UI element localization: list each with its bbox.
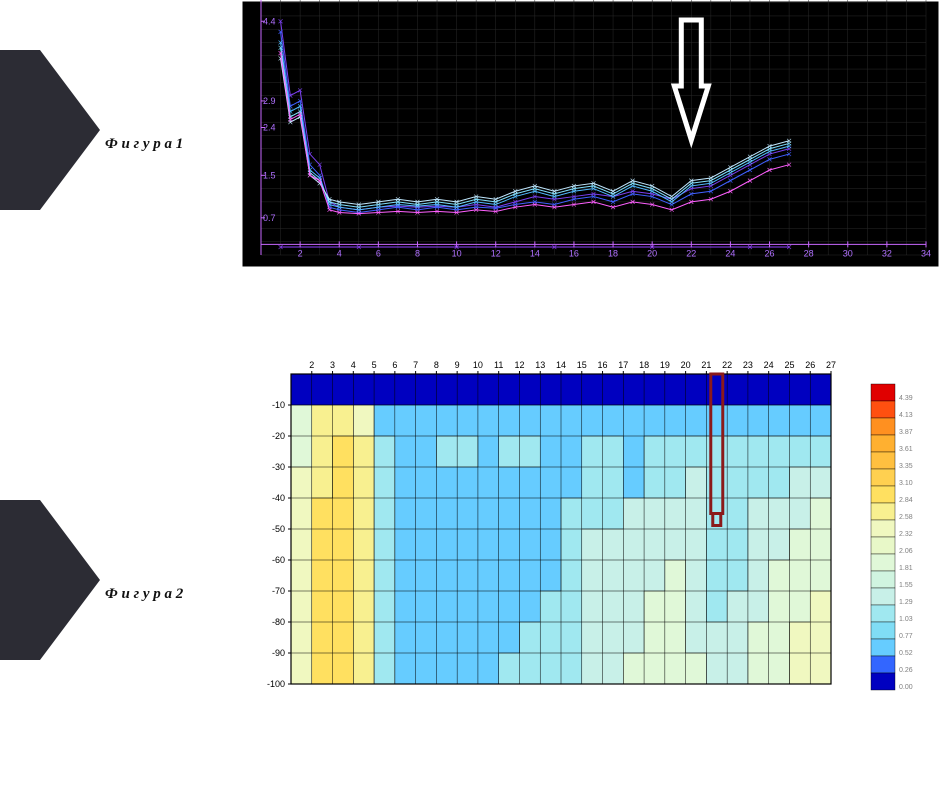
svg-text:16: 16 (569, 248, 579, 258)
svg-text:24: 24 (764, 360, 774, 370)
svg-text:1.81: 1.81 (899, 565, 913, 572)
svg-text:24: 24 (725, 248, 735, 258)
svg-text:14: 14 (530, 248, 540, 258)
svg-text:11: 11 (494, 360, 503, 370)
svg-text:17: 17 (618, 360, 628, 370)
svg-text:7: 7 (413, 360, 418, 370)
svg-text:-50: -50 (272, 524, 285, 534)
svg-text:3.35: 3.35 (899, 463, 913, 470)
svg-text:14: 14 (556, 360, 566, 370)
svg-text:12: 12 (514, 360, 524, 370)
svg-text:6: 6 (392, 360, 397, 370)
svg-text:26: 26 (805, 360, 815, 370)
svg-text:-100: -100 (267, 679, 285, 689)
svg-text:26: 26 (765, 248, 775, 258)
svg-text:20: 20 (647, 248, 657, 258)
svg-text:3.87: 3.87 (899, 429, 913, 436)
svg-text:4: 4 (351, 360, 356, 370)
svg-text:21: 21 (701, 360, 711, 370)
fig1-label: Ф и г у р а 1 (105, 136, 183, 153)
fig2-chart: 2345678910111213141516171819202122232425… (241, 354, 940, 709)
svg-text:2.32: 2.32 (899, 531, 913, 538)
svg-text:22: 22 (686, 248, 696, 258)
fig1-chart: 2468101214161820222426283032340.71.52.42… (241, 0, 940, 268)
svg-text:2.84: 2.84 (899, 497, 913, 504)
svg-text:23: 23 (743, 360, 753, 370)
svg-text:2.4: 2.4 (263, 123, 276, 133)
page: Ф и г у р а 1 Ф и г у р а 2 246810121416… (0, 0, 940, 788)
svg-text:2.06: 2.06 (899, 548, 913, 555)
svg-text:-40: -40 (272, 493, 285, 503)
svg-text:0.7: 0.7 (263, 213, 276, 223)
svg-text:22: 22 (722, 360, 732, 370)
svg-text:1.55: 1.55 (899, 582, 913, 589)
svg-text:0.77: 0.77 (899, 633, 913, 640)
svg-text:30: 30 (843, 248, 853, 258)
svg-text:18: 18 (608, 248, 618, 258)
svg-text:20: 20 (681, 360, 691, 370)
svg-text:18: 18 (639, 360, 649, 370)
svg-text:3.10: 3.10 (899, 480, 913, 487)
svg-text:9: 9 (455, 360, 460, 370)
svg-text:10: 10 (473, 360, 483, 370)
svg-text:2.9: 2.9 (263, 96, 276, 106)
svg-text:2: 2 (298, 248, 303, 258)
fig2-label: Ф и г у р а 2 (105, 586, 183, 603)
svg-text:13: 13 (535, 360, 545, 370)
svg-text:2: 2 (309, 360, 314, 370)
svg-text:1.29: 1.29 (899, 599, 913, 606)
svg-text:5: 5 (372, 360, 377, 370)
svg-text:6: 6 (376, 248, 381, 258)
svg-text:3.61: 3.61 (899, 446, 913, 453)
svg-text:2.58: 2.58 (899, 514, 913, 521)
svg-text:-60: -60 (272, 555, 285, 565)
svg-text:12: 12 (491, 248, 501, 258)
svg-text:4.4: 4.4 (263, 16, 276, 26)
svg-text:-10: -10 (272, 400, 285, 410)
svg-text:4: 4 (337, 248, 342, 258)
svg-text:-30: -30 (272, 462, 285, 472)
chevron-fig1 (0, 50, 100, 210)
svg-text:25: 25 (784, 360, 794, 370)
svg-text:0.52: 0.52 (899, 650, 913, 657)
svg-text:-70: -70 (272, 586, 285, 596)
svg-text:8: 8 (434, 360, 439, 370)
svg-text:-80: -80 (272, 617, 285, 627)
svg-text:0.00: 0.00 (899, 684, 913, 691)
svg-text:8: 8 (415, 248, 420, 258)
svg-text:34: 34 (921, 248, 931, 258)
svg-text:4.13: 4.13 (899, 412, 913, 419)
svg-text:0.26: 0.26 (899, 667, 913, 674)
svg-text:-90: -90 (272, 648, 285, 658)
svg-text:1.5: 1.5 (263, 170, 276, 180)
svg-text:4.39: 4.39 (899, 395, 913, 402)
svg-text:-20: -20 (272, 431, 285, 441)
svg-text:3: 3 (330, 360, 335, 370)
chevron-shape (0, 50, 100, 210)
chevron-fig2 (0, 500, 100, 660)
svg-text:10: 10 (452, 248, 462, 258)
svg-text:32: 32 (882, 248, 892, 258)
svg-text:28: 28 (804, 248, 814, 258)
svg-text:19: 19 (660, 360, 670, 370)
svg-text:27: 27 (826, 360, 836, 370)
chevron-shape (0, 500, 100, 660)
svg-text:15: 15 (577, 360, 587, 370)
svg-text:16: 16 (598, 360, 608, 370)
svg-text:1.03: 1.03 (899, 616, 913, 623)
